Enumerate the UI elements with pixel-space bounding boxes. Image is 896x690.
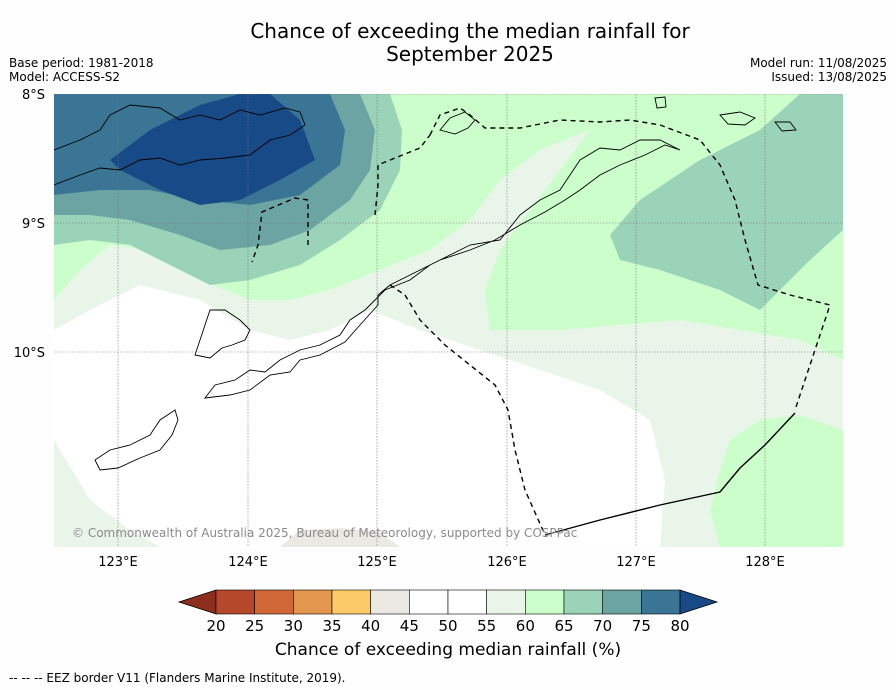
copyright-notice: © Commonwealth of Australia 2025, Bureau… <box>72 526 578 540</box>
colorbar-tick-20: 20 <box>206 617 225 635</box>
contour-60-65-southeast <box>710 415 843 547</box>
eez-footnote: -- -- -- EEZ border V11 (Flanders Marine… <box>9 671 346 685</box>
colorbar-tick-80: 80 <box>670 617 689 635</box>
eez-border-south <box>389 284 546 536</box>
colorbar-tick-50: 50 <box>438 617 457 635</box>
model-run: Model run: 11/08/2025 <box>749 56 887 70</box>
lon-label-123e: 123°E <box>98 555 138 570</box>
colorbar-tick-25: 25 <box>245 617 264 635</box>
coastline-alor-flores <box>54 104 306 186</box>
coastline-small-island-ne1 <box>654 96 667 109</box>
lon-label-124e: 124°E <box>228 555 268 570</box>
meta-left: Base period: 1981-2018 Model: ACCESS-S2 <box>9 56 154 84</box>
lat-label-8s: 8°S <box>22 88 45 103</box>
map-title: Chance of exceeding the median rainfall … <box>0 20 896 66</box>
coastline-small-island-ne2 <box>719 111 756 126</box>
colorbar-bin-25-30 <box>254 589 294 615</box>
eez-solid-segment <box>544 412 796 536</box>
lon-label-126e: 126°E <box>487 555 527 570</box>
contour-65-70-east <box>610 94 843 310</box>
colorbar-bin-45-50 <box>409 589 449 615</box>
colorbar-extend-low <box>177 589 217 615</box>
colorbar-bin-60-65 <box>525 589 565 615</box>
colorbar-tick-35: 35 <box>322 617 341 635</box>
coastline-small-island-ne3 <box>774 121 797 132</box>
colorbar-extend-high <box>679 589 719 615</box>
lat-label-9s: 9°S <box>22 217 45 232</box>
coastline-wetar <box>439 111 476 135</box>
colorbar-bin-35-40 <box>331 589 371 615</box>
colorbar: 20 25 30 35 40 45 50 55 60 65 70 75 80 <box>177 589 719 635</box>
colorbar-label: Chance of exceeding median rainfall (%) <box>274 640 622 660</box>
colorbar-bin-40-45 <box>370 589 410 615</box>
colorbar-bin-70-75 <box>602 589 642 615</box>
coastline-timor <box>203 139 681 399</box>
colorbar-tick-55: 55 <box>477 617 496 635</box>
title-line-1: Chance of exceeding the median rainfall … <box>250 19 690 43</box>
contour-40-45-patch <box>280 528 400 547</box>
map-panel <box>54 94 843 547</box>
contour-55-60-lower-left <box>54 440 160 547</box>
colorbar-bin-30-35 <box>293 589 333 615</box>
colorbar-bin-55-60 <box>486 589 526 615</box>
model-name: Model: ACCESS-S2 <box>9 70 121 84</box>
colorbar-tick-75: 75 <box>632 617 651 635</box>
colorbar-bin-50-55 <box>447 589 487 615</box>
colorbar-tick-60: 60 <box>516 617 535 635</box>
eez-border <box>429 107 831 411</box>
gridlines <box>54 94 843 547</box>
coastline-timor-southwest <box>194 309 251 359</box>
coastline-rote <box>94 409 179 471</box>
colorbar-tick-70: 70 <box>593 617 612 635</box>
colorbar-tick-65: 65 <box>554 617 573 635</box>
lat-label-10s: 10°S <box>14 346 45 361</box>
meta-right: Model run: 11/08/2025 Issued: 13/08/2025 <box>750 56 887 84</box>
colorbar-tick-30: 30 <box>284 617 303 635</box>
base-period: Base period: 1981-2018 <box>9 56 154 70</box>
colorbar-bin-65-70 <box>563 589 603 615</box>
contour-80-plus <box>110 94 315 205</box>
colorbar-tick-40: 40 <box>361 617 380 635</box>
colorbar-bin-20-25 <box>215 589 255 615</box>
issued-date: Issued: 13/08/2025 <box>771 70 887 84</box>
lon-label-125e: 125°E <box>357 555 397 570</box>
colorbar-bin-75-80 <box>641 589 681 615</box>
lon-label-127e: 127°E <box>616 555 656 570</box>
eez-border-west <box>251 197 309 263</box>
title-line-2: September 2025 <box>386 42 554 66</box>
lon-label-128e: 128°E <box>745 555 785 570</box>
colorbar-tick-45: 45 <box>400 617 419 635</box>
